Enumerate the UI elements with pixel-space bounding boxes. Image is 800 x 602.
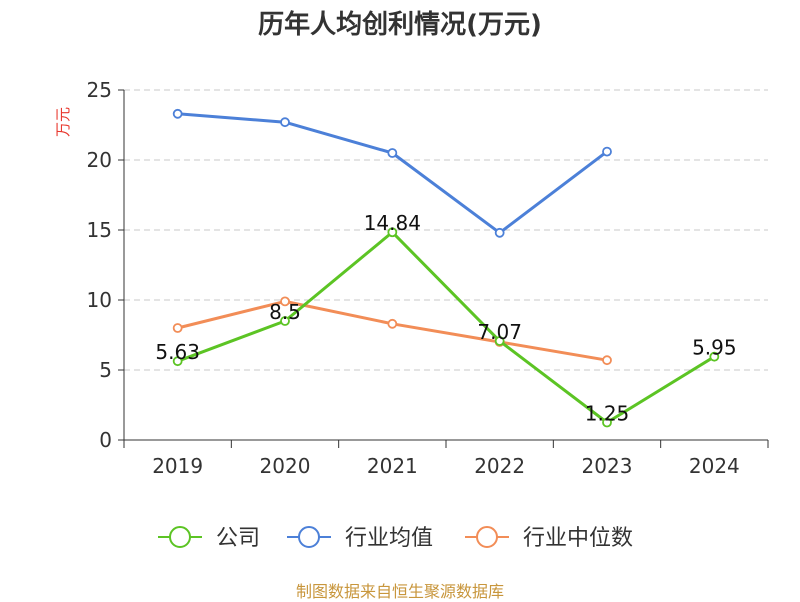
data-point	[280, 316, 290, 326]
x-tick-label: 2020	[260, 454, 311, 478]
legend: 公司 行业均值 行业中位数	[158, 526, 633, 551]
data-point	[172, 323, 183, 333]
y-tick-label: 0	[99, 428, 112, 452]
data-label: 8.5	[269, 300, 301, 324]
data-point	[280, 117, 290, 128]
data-label: 5.63	[155, 340, 200, 364]
source-note: 制图数据来自恒生聚源数据库	[295, 582, 504, 601]
data-point	[494, 227, 505, 238]
y-tick-label: 15	[87, 218, 112, 242]
x-tick-label: 2023	[582, 454, 633, 478]
data-point	[602, 417, 612, 428]
series-line	[177, 299, 608, 362]
x-tick-label: 2024	[689, 454, 740, 478]
data-point	[387, 227, 398, 238]
x-tick-label: 2021	[367, 454, 418, 478]
y-tick-label: 20	[87, 148, 112, 172]
data-point	[280, 296, 290, 307]
data-point	[494, 336, 505, 346]
data-point	[172, 108, 183, 119]
data-label: 14.84	[364, 211, 421, 235]
data-point	[602, 146, 612, 157]
series-line	[177, 230, 716, 424]
legend-marker-circle	[298, 526, 320, 548]
legend-label: 行业均值	[345, 526, 433, 551]
x-tick-label: 2019	[152, 454, 203, 478]
data-point	[387, 148, 398, 158]
data-point	[387, 318, 398, 329]
data-point	[709, 351, 720, 362]
y-axis-label: 万元	[54, 107, 72, 137]
data-label: 5.95	[692, 336, 737, 360]
legend-marker-circle	[169, 526, 191, 548]
data-label: 7.07	[477, 320, 522, 344]
series-layer	[172, 108, 720, 428]
axes: 0 5 10 15 20 25 2019 2020 2021 2022 2023 2024	[87, 78, 769, 478]
data-labels: 5.63 8.5 14.84 7.07 1.25 5.95	[155, 211, 736, 425]
chart-title: 历年人均创利情况(万元)	[258, 10, 542, 40]
grid-lines	[124, 89, 768, 371]
data-point	[172, 356, 183, 367]
y-tick-label: 10	[87, 288, 112, 312]
data-label: 1.25	[585, 402, 630, 426]
legend-marker-circle	[476, 526, 498, 548]
legend-label: 行业中位数	[523, 526, 633, 551]
y-tick-label: 25	[87, 78, 112, 102]
legend-label: 公司	[216, 526, 260, 551]
y-tick-label: 5	[99, 358, 112, 382]
data-point	[602, 355, 612, 366]
x-tick-label: 2022	[474, 454, 525, 478]
